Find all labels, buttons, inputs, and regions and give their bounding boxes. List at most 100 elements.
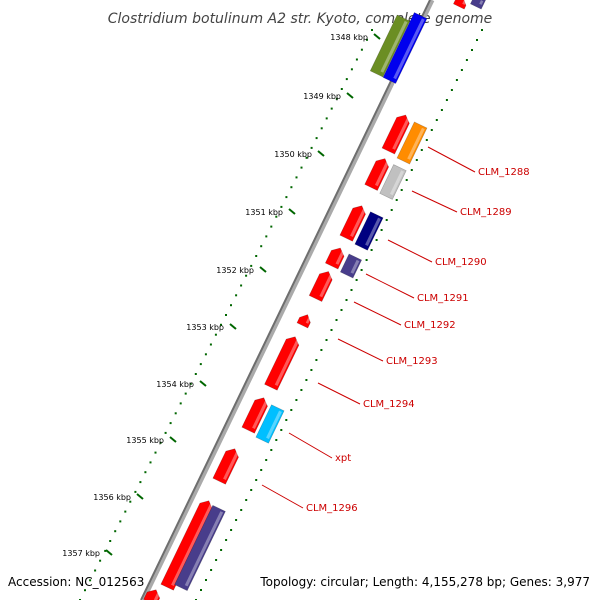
ruler-dot: [184, 392, 187, 395]
kbp-tick: [346, 92, 354, 99]
topology-text: Topology: circular; Length: 4,155,278 bp…: [259, 575, 590, 589]
ruler-dot: [371, 29, 373, 31]
ruler-dot: [84, 589, 86, 592]
ruler-dot: [390, 209, 393, 211]
ruler-dot: [139, 481, 142, 484]
ruler-dot: [235, 294, 238, 297]
ruler-dot: [476, 39, 478, 41]
kbp-tick: [288, 208, 296, 215]
gene-block-cog: [379, 164, 407, 200]
gene-label: CLM_1294: [363, 399, 415, 410]
ruler-dot: [245, 274, 248, 277]
ruler-dot: [164, 431, 167, 434]
ruler-dot: [260, 469, 263, 471]
gene-label: CLM_1288: [478, 167, 530, 178]
gene-label: CLM_1293: [386, 356, 438, 367]
kbp-label: 1350 kbp: [274, 150, 312, 159]
ruler-dot: [154, 451, 157, 454]
kbp-label: 1352 kbp: [216, 266, 254, 275]
gene-block-cog: [369, 14, 411, 78]
ruler-dot: [225, 539, 228, 541]
ruler-dot: [305, 379, 308, 381]
gene-block: [296, 314, 311, 329]
label-leader-line: [288, 432, 333, 459]
ruler-dot: [340, 309, 343, 311]
gene-block-cog: [382, 12, 428, 84]
ruler-dot: [94, 569, 97, 572]
ruler-dot: [370, 249, 373, 251]
ruler-dot: [345, 299, 348, 301]
ruler-dot: [305, 156, 308, 159]
ruler-dot: [134, 490, 137, 493]
ruler-dot: [415, 159, 418, 161]
ruler-dot: [385, 219, 388, 221]
label-leader-line: [317, 382, 361, 405]
gene-block-cog: [174, 504, 226, 592]
ruler-dot: [290, 409, 293, 411]
ruler-dot: [471, 49, 473, 51]
ruler-dot: [290, 186, 293, 189]
kbp-label: 1349 kbp: [303, 92, 341, 101]
ruler-dot: [360, 48, 363, 51]
ruler-dot: [455, 79, 458, 81]
gene-block-cog: [470, 0, 486, 10]
ruler-dot: [300, 389, 303, 391]
ruler-dot: [194, 373, 197, 375]
ruler-dot: [169, 422, 172, 425]
kbp-label: 1351 kbp: [245, 208, 283, 217]
gene-labels: CLM_1288 CLM_1289 CLM_1290 CLM_1291 CLM_1292…: [261, 146, 530, 514]
ruler-dot: [335, 319, 338, 321]
ruler-dot: [230, 304, 232, 307]
ruler-dot: [315, 359, 318, 361]
ruler-dot: [440, 109, 443, 111]
ruler-dot: [270, 449, 273, 451]
gene-block: [381, 114, 410, 155]
ruler-dot: [109, 540, 112, 542]
gene-label: CLM_1289: [460, 207, 512, 218]
ruler-dot: [355, 58, 358, 61]
ruler-dot: [355, 279, 358, 281]
ruler-dot: [240, 284, 243, 287]
gene-block: [264, 336, 300, 391]
kbp-tick: [105, 549, 113, 556]
ruler-dot: [395, 199, 398, 201]
kbp-tick: [169, 436, 177, 443]
ruler-dot: [280, 429, 283, 431]
accession-text: Accession: NC_012563: [8, 575, 144, 589]
ruler-dot: [430, 129, 433, 131]
gene-block: [212, 448, 239, 485]
ruler-dot: [345, 78, 348, 81]
label-leader-line: [337, 338, 384, 362]
ruler-dot: [340, 88, 343, 90]
label-leader-line: [387, 239, 433, 263]
kbp-label: 1353 kbp: [186, 323, 224, 332]
ruler-dot: [405, 179, 408, 181]
ruler-dot: [275, 439, 278, 441]
ruler-dot: [410, 169, 413, 171]
ruler-dot: [295, 176, 298, 179]
gene-block: [339, 205, 366, 242]
ruler-dot: [119, 520, 122, 523]
kbp-tick: [229, 323, 237, 330]
ruler-dot: [465, 59, 468, 61]
ruler-dot: [425, 139, 428, 141]
gene-block-cog: [339, 253, 363, 279]
ruler-dot: [220, 549, 223, 551]
ruler-dot: [300, 166, 303, 169]
ruler-dot: [144, 471, 147, 474]
gene-label: xpt: [335, 453, 351, 464]
gene-block: [241, 397, 268, 434]
ruler-dot: [245, 499, 248, 501]
label-leader-line: [427, 146, 476, 173]
ruler-dot: [265, 459, 268, 461]
gene-block: [143, 589, 161, 600]
ruler-dot: [204, 353, 207, 356]
gene-block-cog: [354, 211, 384, 251]
ruler-dot: [104, 549, 107, 552]
kbp-tick: [373, 33, 381, 40]
ruler-dot: [330, 329, 333, 331]
ruler-dot: [205, 579, 207, 581]
ruler-dot: [265, 235, 268, 238]
ruler-dot: [179, 402, 182, 405]
ruler-dot: [230, 529, 233, 531]
